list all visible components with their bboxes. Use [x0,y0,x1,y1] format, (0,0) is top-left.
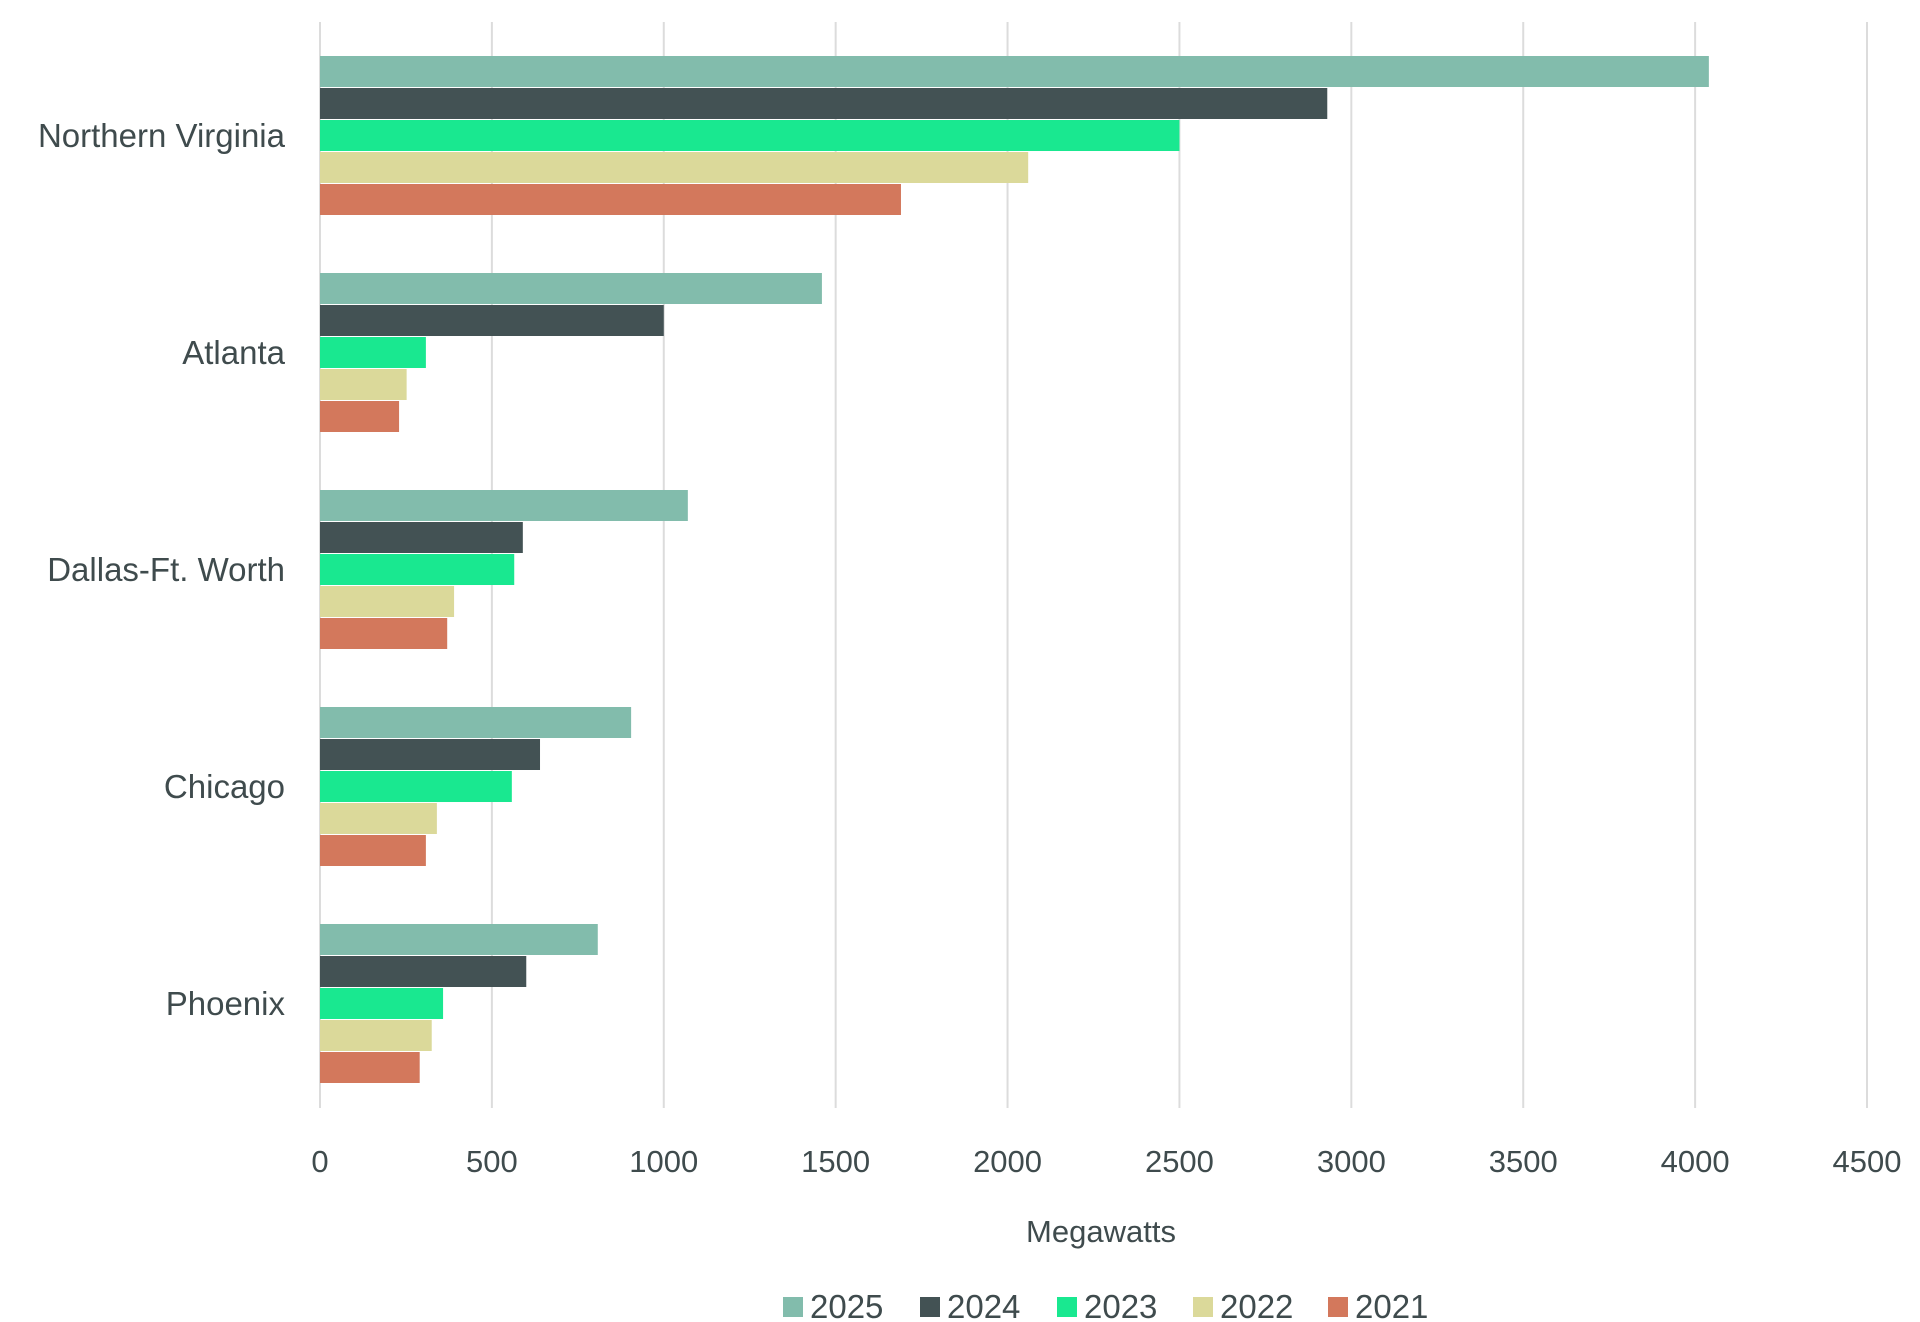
x-tick-label: 1000 [629,1144,698,1179]
bar [320,401,400,432]
bar [320,522,523,553]
legend-label: 2023 [1084,1288,1157,1322]
bar [320,120,1180,151]
bar [320,1052,420,1083]
bar [320,988,444,1019]
bar [320,184,901,215]
x-tick-label: 0 [311,1144,328,1179]
category-label: Northern Virginia [38,117,286,154]
bar [320,490,688,521]
legend: 2025 2024 2023 2022 2021 [783,1288,1428,1322]
bar [320,305,664,336]
x-axis-title: Megawatts [1026,1214,1176,1249]
x-tick-label: 3000 [1317,1144,1386,1179]
legend-label: 2022 [1220,1288,1293,1322]
legend-swatch [783,1297,803,1317]
bar [320,771,512,802]
x-tick-label: 4000 [1661,1144,1730,1179]
bar [320,739,541,770]
legend-swatch [920,1297,940,1317]
legend-label: 2021 [1355,1288,1428,1322]
bar [320,803,437,834]
bar [320,1020,432,1051]
category-labels: Northern Virginia Atlanta Dallas-Ft. Worth… [38,117,286,1022]
bar [320,707,632,738]
x-tick-label: 3500 [1489,1144,1558,1179]
bar [320,56,1709,87]
bar [320,273,822,304]
bar [320,337,426,368]
bar [320,554,515,585]
x-tick-label: 1500 [801,1144,870,1179]
bar [320,369,407,400]
bar [320,835,426,866]
bar [320,618,448,649]
legend-swatch [1328,1297,1348,1317]
category-label: Chicago [164,768,285,805]
x-tick-label: 2000 [973,1144,1042,1179]
bars [320,56,1709,1083]
legend-swatch [1193,1297,1213,1317]
legend-label: 2025 [810,1288,883,1322]
bar [320,152,1029,183]
category-label: Atlanta [182,334,285,371]
x-tick-label: 2500 [1145,1144,1214,1179]
category-label: Dallas-Ft. Worth [47,551,285,588]
legend-label: 2024 [947,1288,1020,1322]
x-tick-label: 4500 [1833,1144,1902,1179]
x-tick-label: 500 [466,1144,518,1179]
legend-swatch [1057,1297,1077,1317]
bar [320,88,1328,119]
x-tick-labels: 0 500 1000 1500 2000 2500 3000 3500 4000 4500 [311,1144,1901,1179]
bar [320,924,598,955]
bar [320,956,527,987]
bar [320,586,455,617]
category-label: Phoenix [166,985,286,1022]
